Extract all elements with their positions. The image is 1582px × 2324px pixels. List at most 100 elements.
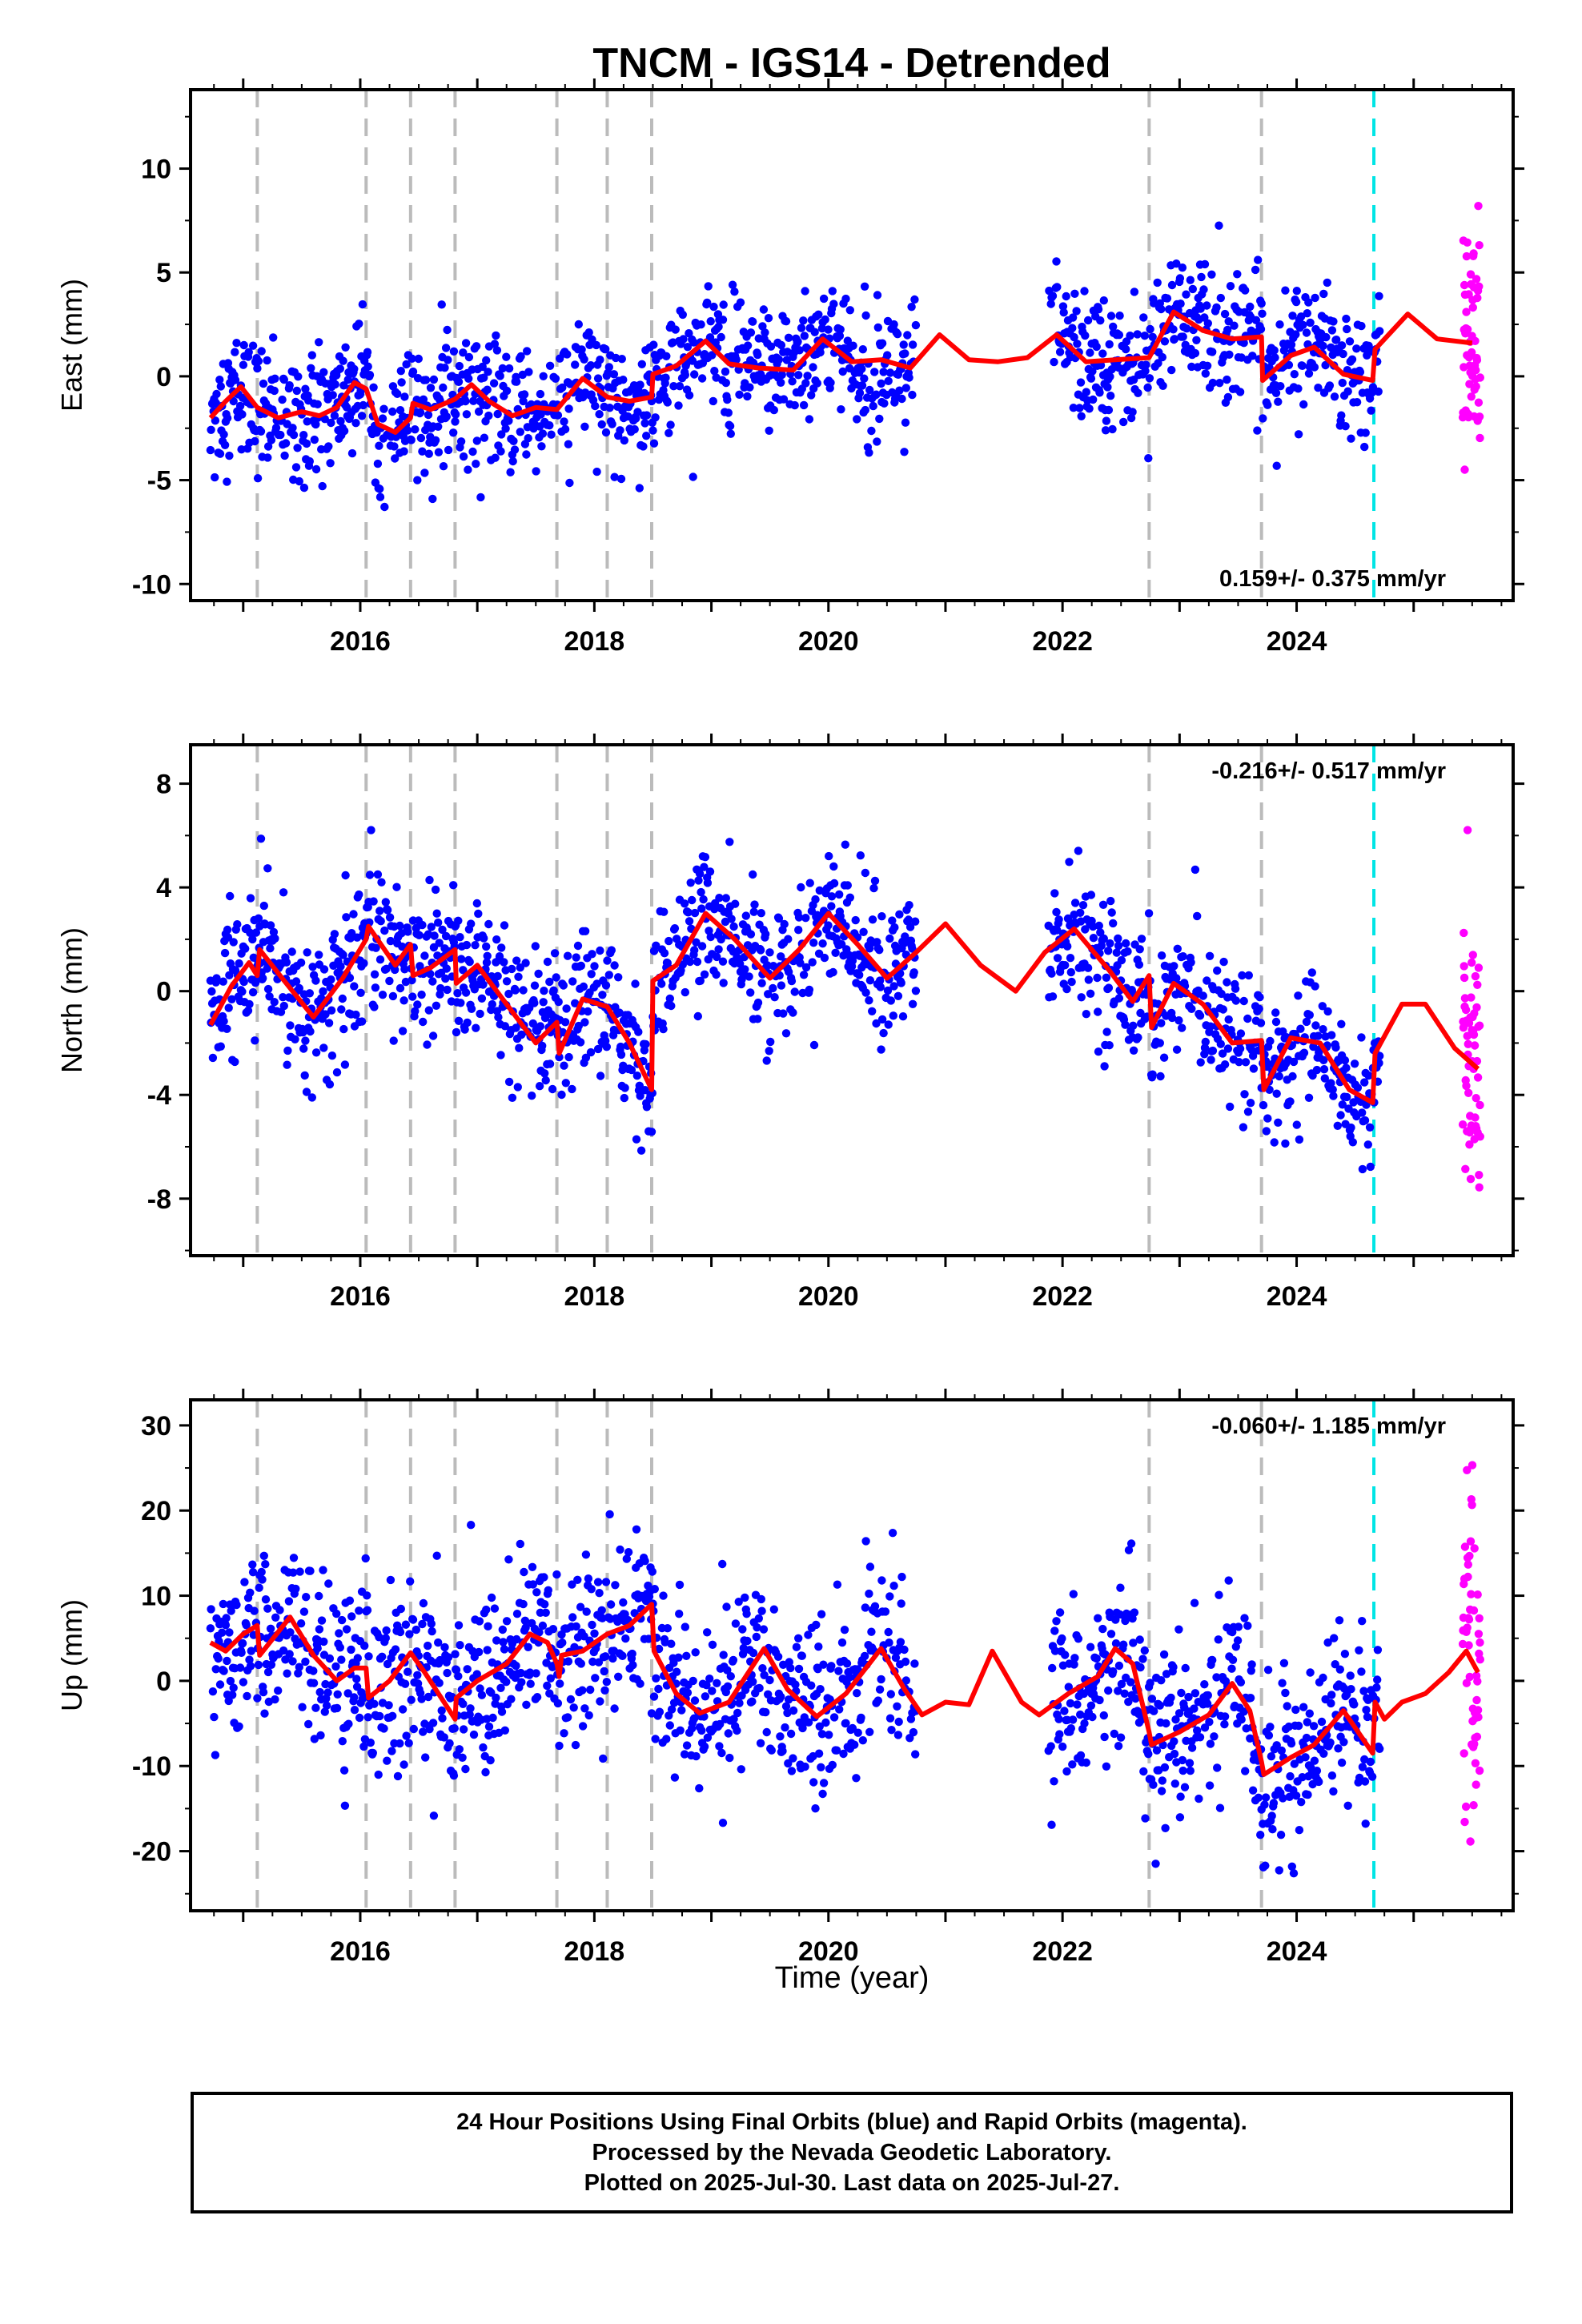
final-orbit-point [753,998,763,1007]
final-orbit-point [1099,1711,1109,1720]
rapid-orbit-point [1472,382,1480,391]
final-orbit-point [1287,340,1296,349]
final-orbit-point [1170,1779,1180,1788]
final-orbit-point [1327,1699,1335,1708]
final-orbit-point [461,988,471,997]
final-orbit-point [695,869,705,879]
final-orbit-point [680,899,689,908]
final-orbit-point [370,1003,379,1011]
final-orbit-point [1143,383,1152,392]
final-orbit-point [307,364,315,372]
final-orbit-point [371,983,380,992]
final-orbit-point [574,1021,583,1031]
final-orbit-point [359,1692,367,1701]
final-orbit-point [587,970,596,979]
final-orbit-point [1278,1679,1287,1687]
x-tick-label: 2020 [798,1936,859,1967]
final-orbit-point [390,442,399,451]
final-orbit-point [723,1682,733,1691]
final-orbit-point [735,1699,744,1707]
final-orbit-point [1220,1712,1230,1721]
final-orbit-point [1219,1005,1228,1014]
final-orbit-point [432,1551,441,1560]
final-orbit-point [1258,309,1267,318]
final-orbit-point [1248,352,1257,360]
final-orbit-point [520,1616,530,1626]
final-orbit-point [231,1057,239,1067]
final-orbit-point [1305,1709,1315,1718]
final-orbit-point [363,1591,371,1600]
final-orbit-point [259,1551,268,1561]
final-orbit-point [375,493,385,501]
final-orbit-point [219,977,227,986]
final-orbit-point [435,939,444,947]
final-orbit-point [877,379,885,388]
final-orbit-point [493,409,502,419]
final-orbit-point [765,948,774,957]
final-orbit-point [650,1585,659,1594]
final-orbit-point [341,870,350,880]
final-orbit-point [886,1690,896,1699]
final-orbit-point [1080,287,1089,296]
final-orbit-point [1317,1717,1327,1727]
final-orbit-point [601,344,610,354]
final-orbit-point [659,1591,668,1600]
final-orbit-point [715,1742,724,1751]
final-orbit-point [454,1621,464,1630]
final-orbit-point [1139,313,1148,322]
final-orbit-point [679,335,688,344]
rapid-orbit-point [1475,241,1484,250]
final-orbit-point [1340,1650,1350,1659]
final-orbit-point [908,944,917,953]
final-orbit-point [385,913,395,922]
final-orbit-point [1190,1704,1199,1713]
final-orbit-point [318,481,327,491]
final-orbit-point [226,891,235,901]
final-orbit-point [684,908,693,917]
final-orbit-point [469,1730,479,1739]
final-orbit-point [1152,1746,1162,1755]
final-orbit-point [215,1680,225,1689]
final-orbit-point [1321,360,1330,370]
final-orbit-point [342,913,351,922]
final-orbit-point [1124,1697,1133,1707]
final-orbit-point [889,982,898,991]
final-orbit-point [588,1620,596,1630]
final-orbit-point [716,1719,725,1729]
final-orbit-point [1191,1689,1200,1698]
final-orbit-point [1149,1780,1158,1789]
final-orbit-point [1054,915,1063,924]
final-orbit-point [1303,1790,1312,1799]
final-orbit-point [355,1606,363,1615]
final-orbit-point [528,1092,536,1100]
final-orbit-point [572,953,580,962]
y-tick-label: -4 [147,1080,171,1111]
final-orbit-point [1058,1634,1066,1643]
panel-up-plot-area [206,1400,1485,1911]
rapid-orbit-point [1471,971,1480,981]
final-orbit-point [1147,1695,1157,1703]
final-orbit-point [349,910,358,919]
final-orbit-point [779,395,789,404]
final-orbit-point [1058,302,1068,311]
final-orbit-point [501,424,510,433]
final-orbit-point [703,879,713,887]
final-orbit-point [1310,363,1319,372]
final-orbit-point [1234,1622,1243,1631]
final-orbit-point [1319,1025,1327,1034]
final-orbit-point [1361,428,1370,437]
final-orbit-point [872,1019,881,1028]
final-orbit-point [1357,321,1366,331]
final-orbit-point [670,1773,680,1782]
final-orbit-point [754,1614,763,1623]
final-orbit-point [1061,961,1070,970]
final-orbit-point [789,1706,798,1715]
final-orbit-point [467,1004,476,1014]
final-orbit-point [761,328,769,337]
final-orbit-point [289,1568,298,1577]
final-orbit-point [1267,1811,1276,1820]
final-orbit-point [722,1602,731,1611]
final-orbit-point [421,1753,430,1762]
final-orbit-point [897,394,906,404]
